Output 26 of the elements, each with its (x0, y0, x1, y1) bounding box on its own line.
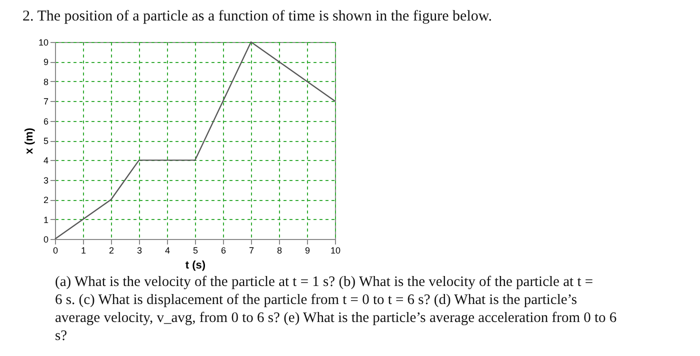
x-tick-label: 4 (164, 246, 170, 256)
x-tick-label: 8 (276, 246, 282, 256)
x-tick-label: 7 (248, 246, 254, 256)
y-tick-label: 6 (43, 116, 48, 126)
x-tick-label: 1 (80, 246, 86, 256)
x-tick-label: 2 (108, 246, 114, 256)
y-tick-label: 7 (43, 96, 48, 107)
x-tick-label: 6 (220, 246, 226, 256)
y-tick-label: 9 (43, 57, 48, 68)
y-tick-label: 3 (43, 175, 48, 186)
x-tick-label: 0 (52, 246, 58, 256)
x-tick-label: 5 (192, 246, 198, 256)
chart-title: 2. The position of a particle as a function of time is shown in the figure below. (22, 8, 492, 24)
y-tick-label: 10 (38, 38, 48, 48)
x-tick-label: 3 (136, 246, 142, 256)
y-tick-label: 5 (43, 136, 48, 146)
x-axis-title: t (s) (185, 260, 206, 272)
y-axis-title: x (m) (23, 128, 36, 154)
y-tick-label: 8 (43, 76, 48, 87)
y-tick-label: 2 (43, 195, 48, 206)
text: (a) What is the velocity of the particle at t = 1 s? (b) What is the velocity of the particle at t = 6 s. (c) What is displacement of the particle from t = 0 to t = 6 s? (d) What is the particle’s average velocity, v_avg, from 0 to 6 s? (e) What is the particle’s average acceleration from 0 to 6 s? (55, 274, 617, 344)
x-tick-label: 10 (330, 246, 341, 256)
x-tick-label: 9 (304, 246, 310, 256)
y-tick-label: 4 (43, 156, 48, 166)
y-tick-label: 1 (43, 214, 48, 225)
y-tick-label: 0 (43, 234, 48, 244)
